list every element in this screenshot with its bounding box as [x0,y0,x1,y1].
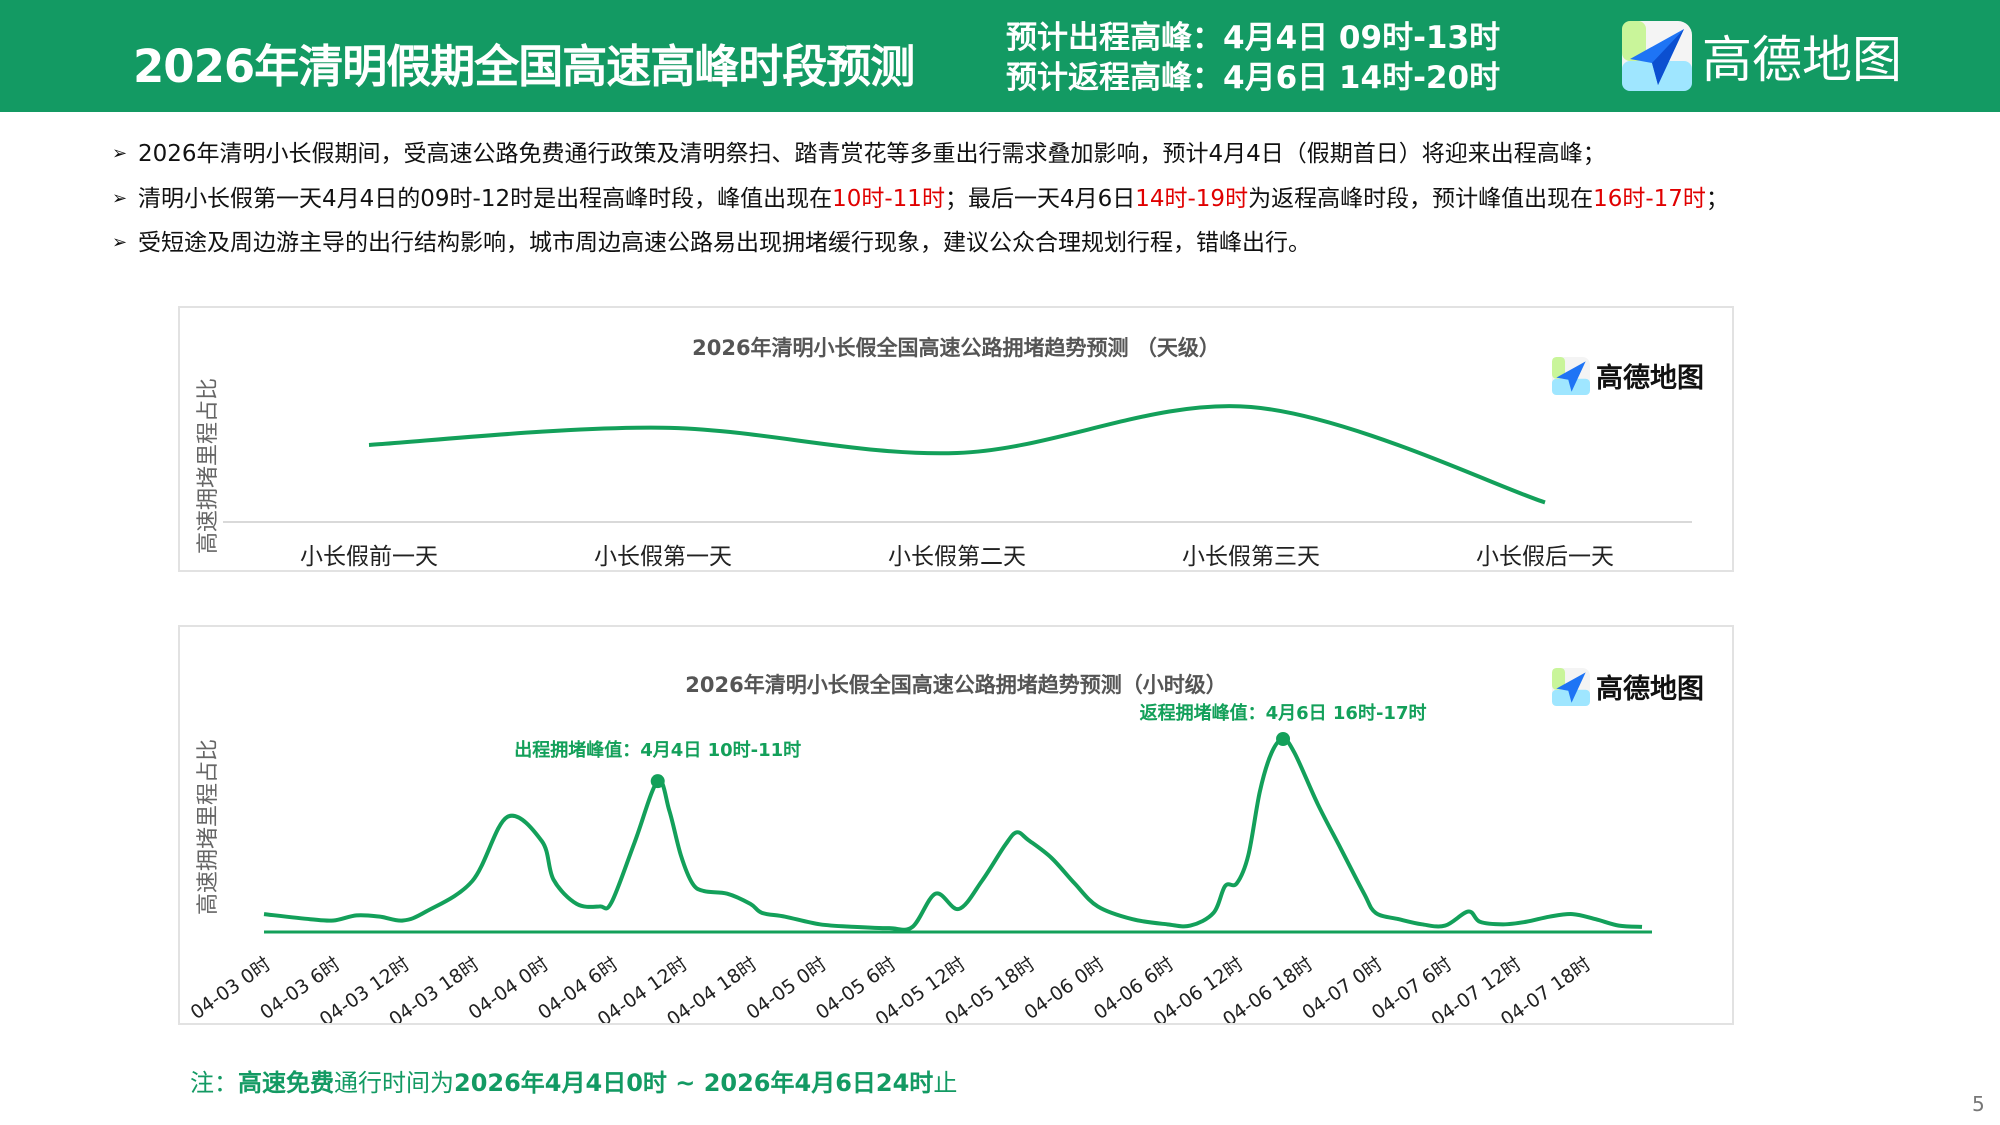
bullet-item: ➢ 受短途及周边游主导的出行结构影响，城市周边高速公路易出现拥堵缓行现象，建议公众… [112,221,1729,266]
header-banner: 2026年清明假期全国高速高峰时段预测 预计出程高峰：4月4日 09时-13时 … [0,0,2000,112]
series-line [368,404,1546,505]
summary-bullets: ➢ 2026年清明小长假期间，受高速公路免费通行政策及清明祭扫、踏青赏花等多重出行… [112,132,1729,266]
arrow-bullet-icon: ➢ [112,232,128,253]
amap-logo-icon [1552,356,1590,395]
chart-title: 2026年清明小长假全国高速公路拥堵趋势预测 （天级） [692,336,1220,360]
note-bold: 2026年4月4日0时 ~ 2026年4月6日24时 [454,1069,934,1097]
text-segment: ；最后一天4月6日 [944,185,1136,212]
logo-text: 高德地图 [1596,674,1704,705]
logo-text: 高德地图 [1702,31,1902,89]
x-tick-label: 小长假前一天 [300,544,438,570]
x-tick-label: 小长假后一天 [1476,544,1614,570]
text-segment: 为返程高峰时段，预计峰值出现在 [1248,185,1594,212]
amap-logo: 高德地图 [1622,20,1902,92]
peak-annotation: 出程拥堵峰值：4月4日 10时-11时 [514,739,801,761]
amap-logo-icon [1622,21,1692,91]
series-line [263,736,1643,932]
peak-summary: 预计出程高峰：4月4日 09时-13时 预计返程高峰：4月6日 14时-20时 [1006,18,1500,98]
chart-logo: 高德地图 [1552,356,1704,395]
arrow-bullet-icon: ➢ [112,187,128,209]
x-tick-label: 小长假第二天 [888,544,1026,570]
arrow-bullet-icon: ➢ [112,143,128,164]
bullet-item: ➢ 清明小长假第一天4月4日的09时-12时是出程高峰时段，峰值出现在10时-11… [112,177,1729,222]
peak-annotation: 返程拥堵峰值：4月6日 16时-17时 [1140,702,1427,724]
logo-text: 高德地图 [1596,363,1704,394]
page-number: 5 [1972,1092,1985,1116]
note-prefix: 注： [190,1069,238,1097]
daily-chart-plot: 小长假前一天 小长假第一天 小长假第二天 小长假第三天 小长假后一天 [223,404,1692,570]
x-tick-label: 小长假第一天 [594,544,732,570]
chart-logo: 高德地图 [1552,667,1704,706]
page-title: 2026年清明假期全国高速高峰时段预测 [133,40,915,93]
outbound-peak: 预计出程高峰：4月4日 09时-13时 [1006,20,1501,56]
daily-chart: 2026年清明小长假全国高速公路拥堵趋势预测 （天级） 高速拥堵里程占比 高德地… [178,306,1734,572]
hourly-chart: 2026年清明小长假全国高速公路拥堵趋势预测（小时级） 高速拥堵里程占比 高德地… [178,625,1734,1025]
x-tick-label: 小长假第三天 [1182,544,1320,570]
note-bold: 高速免费 [238,1069,334,1097]
text-segment: 清明小长假第一天4月4日的09时-12时是出程高峰时段，峰值出现在 [138,185,833,212]
peak-marker [650,774,665,789]
bullet-text: 受短途及周边游主导的出行结构影响，城市周边高速公路易出现拥堵缓行现象，建议公众合… [138,230,1311,256]
note-text: 止 [933,1069,958,1097]
bullet-text: 2026年清明小长假期间，受高速公路免费通行政策及清明祭扫、踏青赏花等多重出行需… [138,141,1606,167]
highlight-time: 14时-19时 [1135,185,1249,212]
highlight-time: 16时-17时 [1593,185,1706,212]
text-segment: ； [1705,185,1729,212]
highlight-time: 10时-11时 [832,185,945,212]
bullet-item: ➢ 2026年清明小长假期间，受高速公路免费通行政策及清明祭扫、踏青赏花等多重出行… [112,132,1729,177]
chart-title: 2026年清明小长假全国高速公路拥堵趋势预测（小时级） [685,673,1227,697]
bullet-text: 清明小长假第一天4月4日的09时-12时是出程高峰时段，峰值出现在10时-11时… [138,177,1729,222]
note-text: 通行时间为 [334,1069,454,1097]
amap-logo-icon [1552,667,1590,706]
peak-marker [1276,732,1291,746]
return-peak: 预计返程高峰：4月6日 14时-20时 [1006,60,1501,96]
footnote: 注：高速免费通行时间为2026年4月4日0时 ~ 2026年4月6日24时止 [190,1063,957,1098]
